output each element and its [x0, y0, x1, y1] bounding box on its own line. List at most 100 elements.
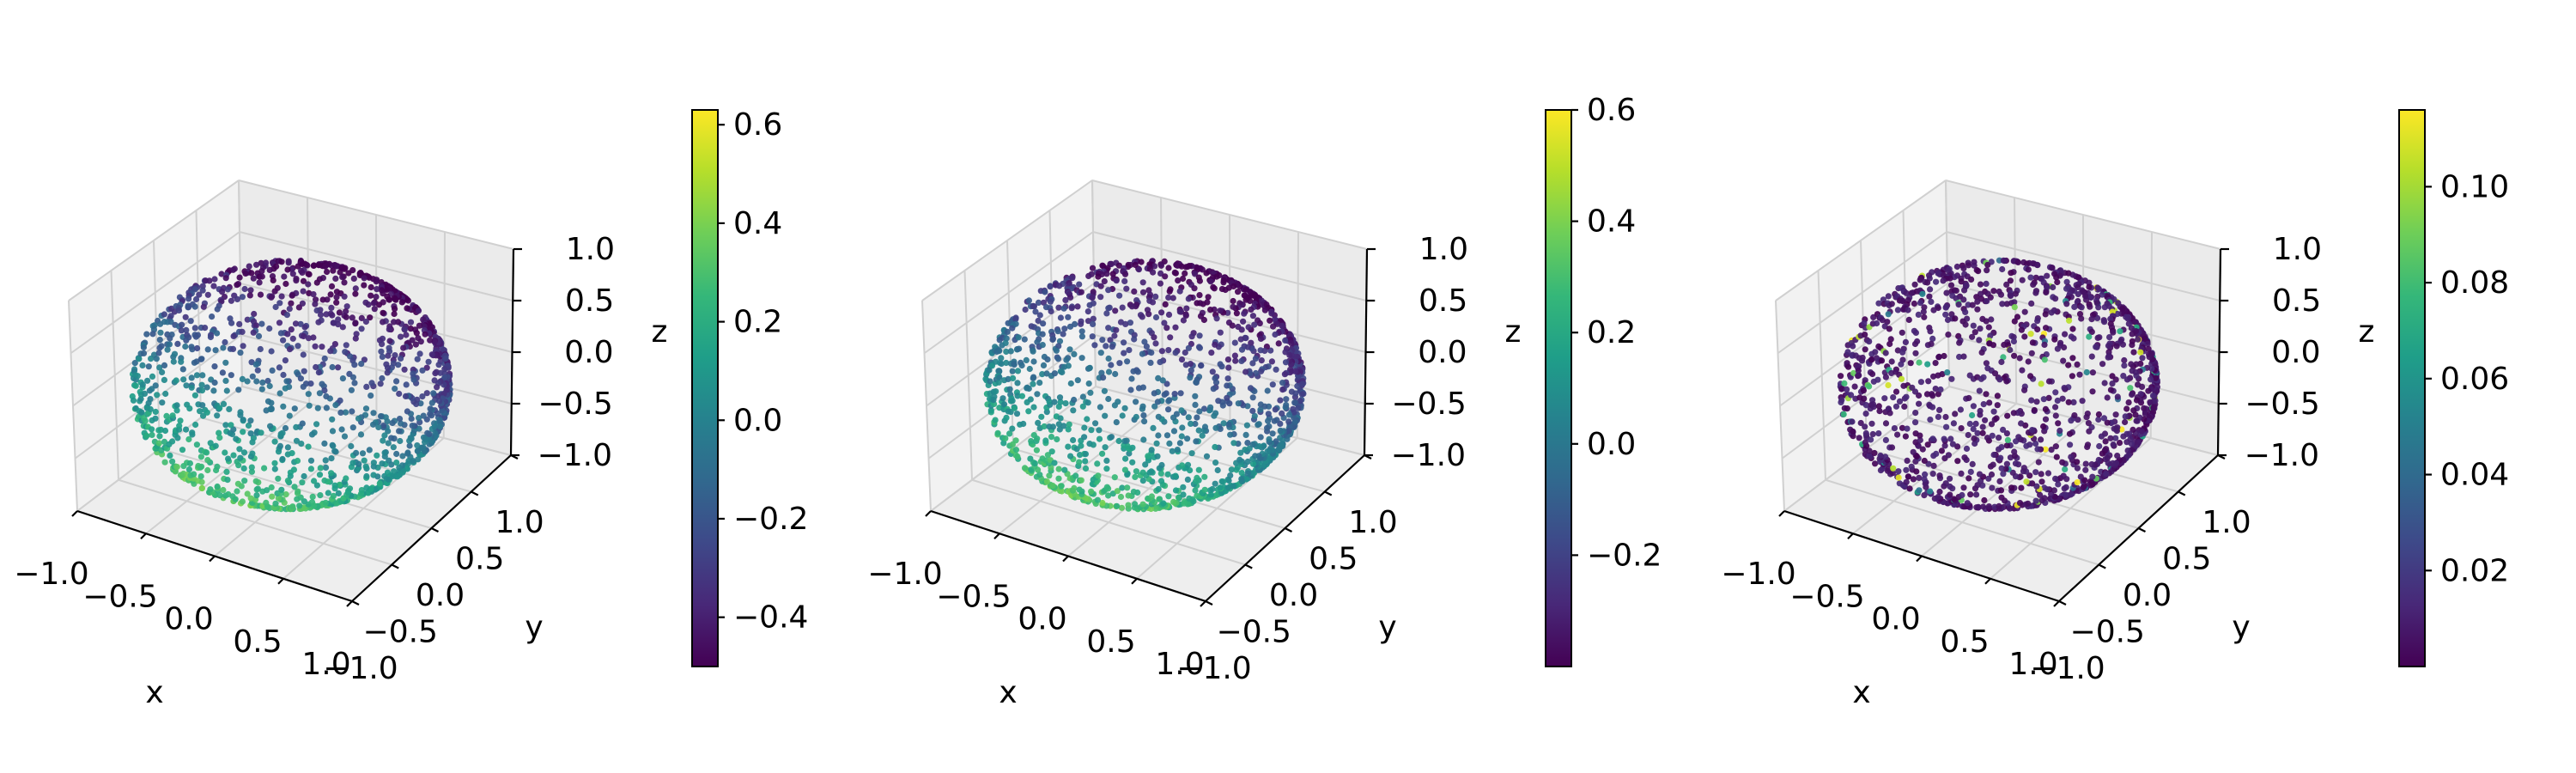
- scatter-point: [2107, 315, 2114, 322]
- scatter-point: [1087, 389, 1094, 396]
- scatter-point: [2038, 436, 2044, 443]
- scatter-point: [315, 319, 322, 326]
- scatter-point: [1055, 421, 1062, 428]
- scatter-point: [292, 320, 300, 327]
- scatter-point: [234, 282, 240, 289]
- scatter-point: [1279, 410, 1285, 417]
- scatter-point: [332, 275, 339, 282]
- scatter-point: [2095, 411, 2102, 418]
- scatter-point: [283, 280, 289, 288]
- scatter-point: [330, 320, 337, 326]
- scatter-point: [2066, 430, 2074, 437]
- scatter-point: [1059, 368, 1066, 376]
- scatter-point: [392, 352, 398, 359]
- scatter-point: [284, 478, 291, 484]
- scatter-point: [1121, 339, 1127, 346]
- scatter-point: [1958, 470, 1965, 478]
- scatter-point: [2049, 265, 2056, 271]
- scatter-point: [1998, 494, 2005, 501]
- scatter-point: [314, 405, 321, 411]
- scatter-points: [982, 258, 1307, 513]
- scatter-point: [1194, 492, 1200, 499]
- scatter-point: [1912, 410, 1919, 417]
- scatter-point: [1242, 431, 1249, 438]
- gridline: [1945, 180, 1950, 387]
- scatter-point: [2038, 471, 2044, 478]
- scatter-point: [2069, 355, 2076, 362]
- scatter-point: [407, 326, 414, 332]
- scatter-point: [1111, 474, 1118, 481]
- scatter-point: [1065, 426, 1072, 433]
- scatter-point: [1095, 273, 1102, 280]
- scatter-point: [1960, 265, 1967, 271]
- scatter-point: [253, 261, 260, 268]
- scatter-point: [2098, 433, 2105, 440]
- scatter-point: [1950, 496, 1957, 502]
- scatter-point: [134, 373, 141, 380]
- scatter-point: [1012, 447, 1019, 453]
- scatter-point: [233, 435, 240, 442]
- scatter-point: [1178, 356, 1186, 363]
- scatter-point: [1888, 444, 1896, 451]
- scatter-point: [389, 473, 396, 480]
- scatter-point: [1273, 438, 1279, 445]
- scatter-point: [2084, 411, 2091, 417]
- scatter-point: [1945, 452, 1952, 459]
- scatter-point: [430, 390, 437, 397]
- scatter-point: [1871, 449, 1878, 457]
- scatter-point: [178, 358, 185, 365]
- scatter-point: [2041, 356, 2048, 363]
- scatter-point: [2145, 345, 2152, 352]
- scatter-point: [258, 273, 265, 280]
- scatter-point: [300, 288, 307, 295]
- scatter-point: [1123, 437, 1130, 444]
- scatter-point: [1947, 435, 1954, 442]
- scatter-point: [269, 367, 276, 374]
- scatter-point: [2147, 399, 2154, 405]
- scatter-point: [196, 291, 203, 298]
- scatter-point: [1985, 324, 1992, 331]
- scatter-point: [436, 417, 443, 423]
- scatter-point: [2028, 300, 2035, 307]
- z-tick-label: 0.5: [1419, 283, 1467, 319]
- scatter-point: [1264, 448, 1271, 455]
- scatter-point: [310, 262, 317, 269]
- scatter-point: [987, 407, 994, 414]
- scatter-point: [1097, 283, 1104, 289]
- scatter-point: [2089, 369, 2096, 376]
- scatter-point: [296, 502, 303, 509]
- scatter-point: [1040, 299, 1048, 306]
- scatter-point: [159, 399, 166, 406]
- scatter-point: [1862, 439, 1868, 446]
- scatter-point: [1869, 430, 1876, 438]
- scatter-point: [199, 283, 206, 289]
- scatter-point: [198, 463, 205, 470]
- scatter-point: [1035, 419, 1042, 426]
- scatter-point: [214, 463, 221, 471]
- scatter-point: [420, 412, 427, 419]
- scatter-point: [1004, 328, 1011, 335]
- scatter-point: [2095, 416, 2102, 423]
- scatter-point: [2111, 425, 2117, 432]
- scatter-point: [218, 271, 225, 277]
- scatter-point: [1040, 362, 1048, 368]
- scatter-point: [336, 481, 343, 488]
- scatter-point: [1242, 296, 1249, 303]
- scatter-point: [1279, 322, 1285, 329]
- scatter-point: [2003, 460, 2010, 467]
- scatter-point: [1996, 502, 2002, 510]
- scatter-point: [1044, 452, 1051, 459]
- scatter-point: [1131, 336, 1138, 343]
- scatter-point: [1049, 423, 1056, 430]
- scatter-point: [380, 437, 386, 444]
- scatter-point: [183, 426, 190, 433]
- scatter-point: [370, 472, 377, 478]
- scatter-point: [1984, 261, 1991, 269]
- scatter-point: [2074, 465, 2081, 472]
- scatter-point: [1916, 474, 1923, 482]
- scatter-point: [1036, 472, 1043, 478]
- scatter-point: [2107, 435, 2114, 441]
- scatter-point: [402, 393, 410, 399]
- scatter-point: [1917, 432, 1923, 439]
- scatter-point: [240, 465, 247, 472]
